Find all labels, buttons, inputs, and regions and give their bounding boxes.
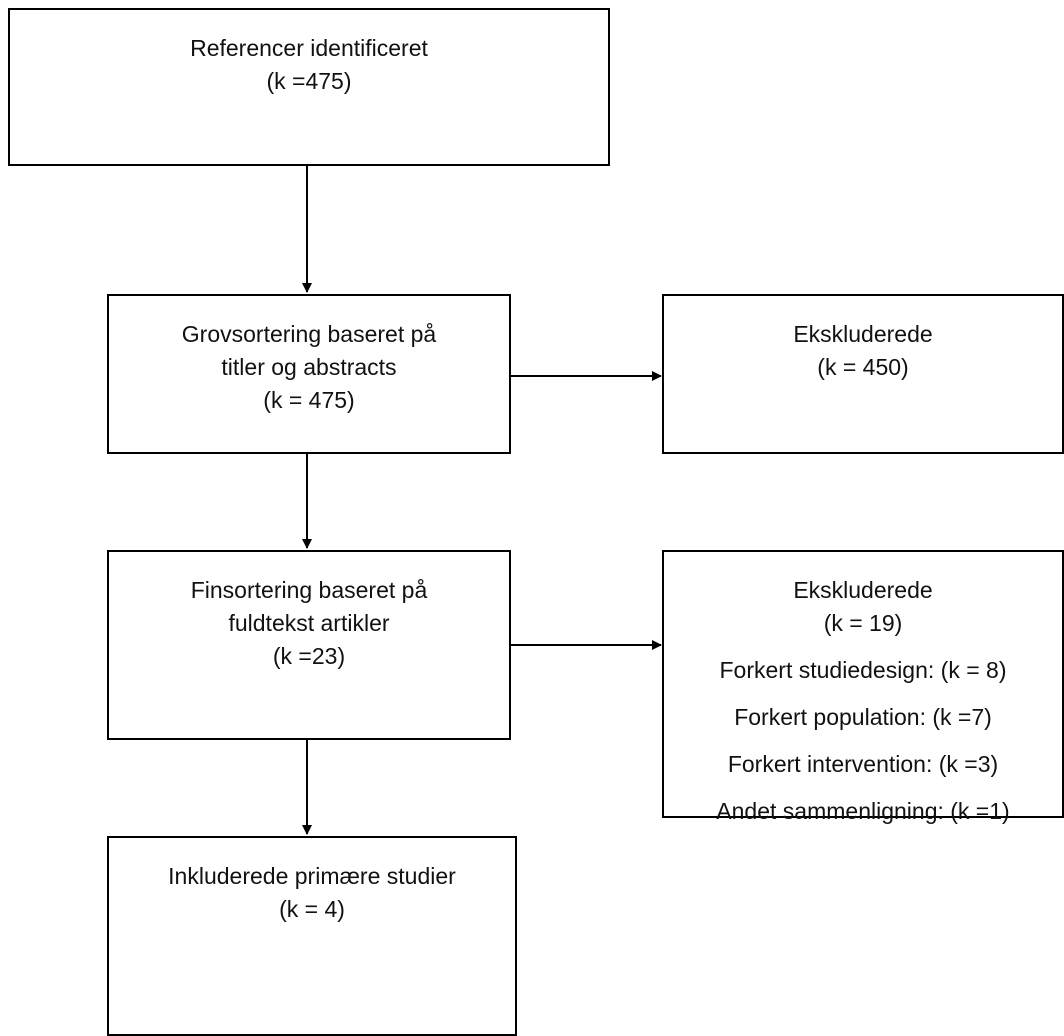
- coarse-screening-line1: Grovsortering baseret på: [181, 321, 437, 347]
- excluded-fulltext-title: Ekskluderede: [793, 577, 933, 603]
- references-identified-box: Referencer identificeret (k =475): [8, 8, 610, 166]
- exclusion-reason-intervention: Forkert intervention: (k =3): [727, 751, 999, 777]
- references-identified-count: (k =475): [266, 68, 352, 94]
- coarse-screening-count: (k = 475): [263, 387, 355, 413]
- fulltext-screening-box: Finsortering baseret på fuldtekst artikl…: [107, 550, 511, 740]
- included-studies-box: Inkluderede primære studier (k = 4): [107, 836, 517, 1036]
- included-studies-title: Inkluderede primære studier: [168, 863, 456, 889]
- excluded-screening-box: Ekskluderede (k = 450): [662, 294, 1064, 454]
- excluded-fulltext-box: Ekskluderede (k = 19) Forkert studiedesi…: [662, 550, 1064, 824]
- coarse-screening-box: Grovsortering baseret på titler og abstr…: [107, 294, 511, 454]
- excluded-screening-count: (k = 450): [817, 354, 909, 380]
- exclusion-reason-population: Forkert population: (k =7): [734, 704, 992, 730]
- exclusion-reason-comparison: Andet sammenligning: (k =1): [716, 798, 1010, 824]
- fulltext-screening-line1: Finsortering baseret på: [190, 577, 428, 603]
- included-studies-count: (k = 4): [279, 896, 345, 922]
- fulltext-screening-count: (k =23): [272, 643, 346, 669]
- fulltext-screening-line2: fuldtekst artikler: [228, 610, 390, 636]
- exclusion-reason-study-design: Forkert studiedesign: (k = 8): [719, 657, 1007, 683]
- coarse-screening-line2: titler og abstracts: [221, 354, 397, 380]
- references-identified-title: Referencer identificeret: [190, 35, 428, 61]
- excluded-screening-title: Ekskluderede: [793, 321, 933, 347]
- excluded-fulltext-count: (k = 19): [823, 610, 903, 636]
